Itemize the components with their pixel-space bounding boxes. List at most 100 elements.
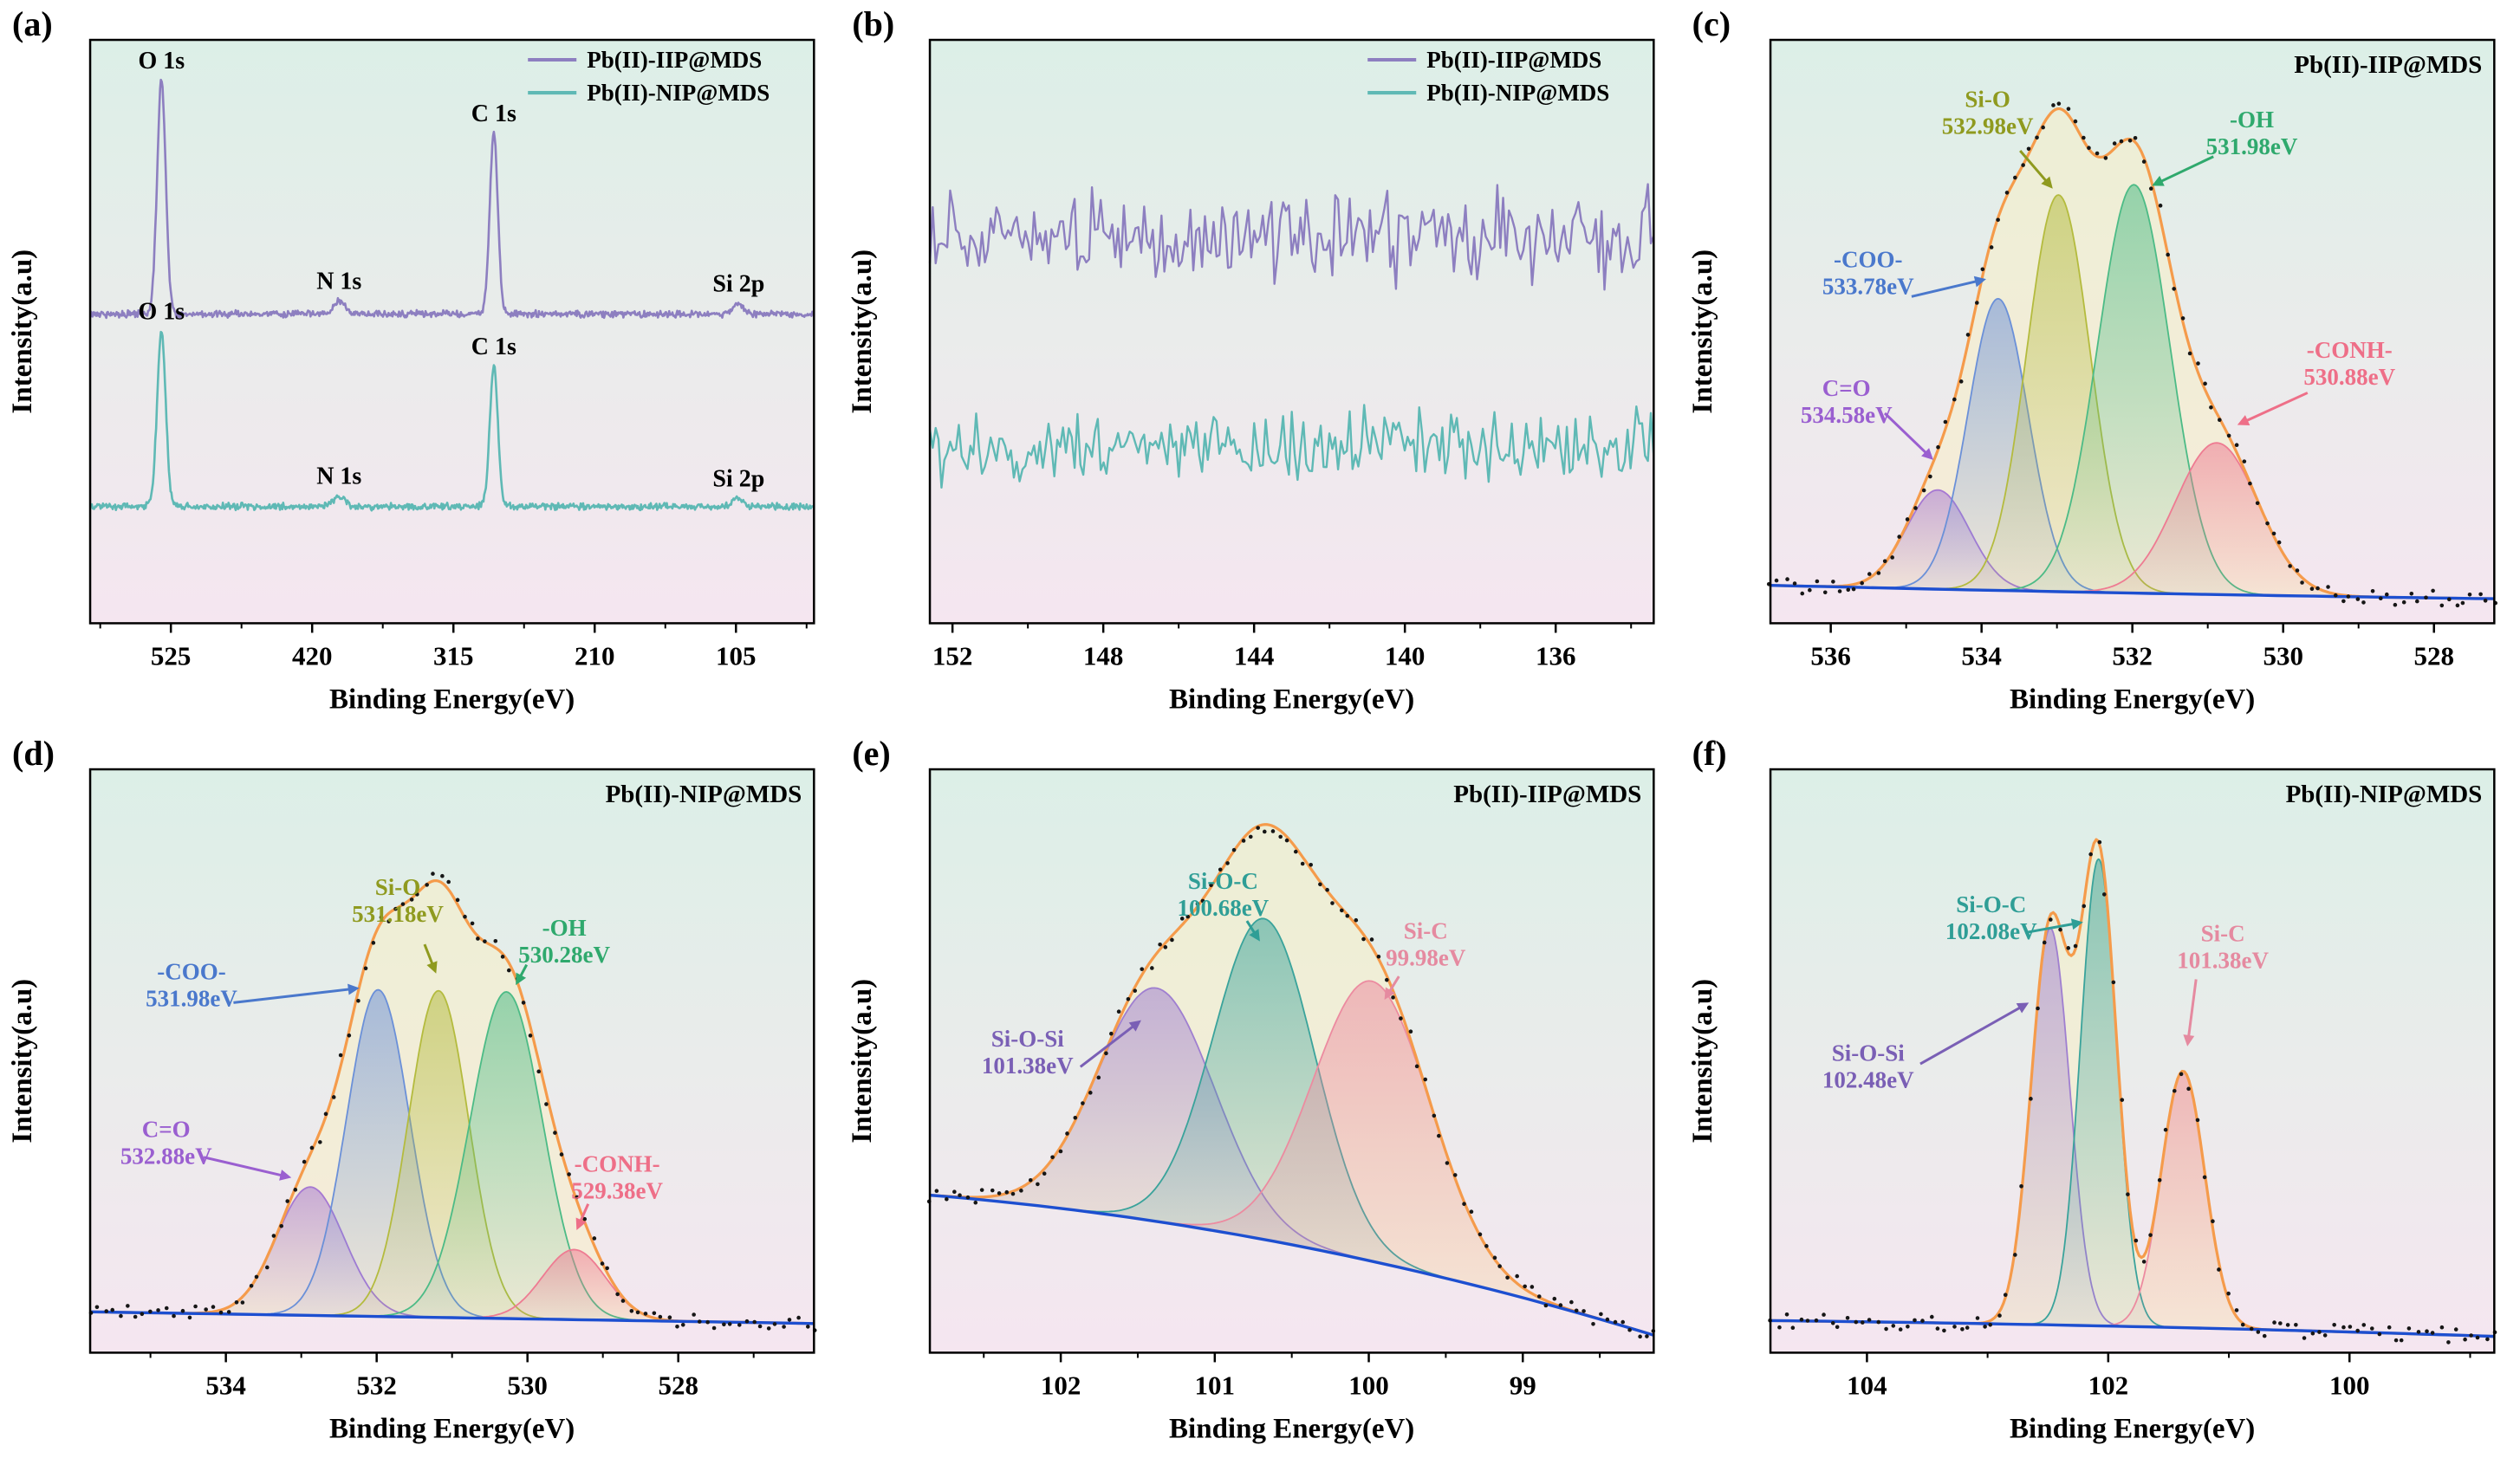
data-point xyxy=(148,1309,153,1313)
data-point xyxy=(737,1322,742,1327)
data-point xyxy=(506,968,511,972)
data-point xyxy=(318,1139,322,1144)
annotation-label: Si-O-Si xyxy=(991,1025,1065,1051)
component-area xyxy=(1138,980,1607,1321)
data-point xyxy=(2416,1329,2420,1334)
plot-frame xyxy=(1769,768,2496,1354)
component-area xyxy=(2095,1070,2270,1330)
data-point xyxy=(1309,862,1314,867)
component-area xyxy=(1877,298,2119,593)
panel-b: (b) 152 148 144 140 136 Binding Energy(eV) Int… xyxy=(840,0,1679,729)
data-point xyxy=(1242,838,1246,843)
data-point xyxy=(2287,564,2292,568)
x-tick-label: 525 xyxy=(151,640,191,671)
data-point xyxy=(110,1307,115,1312)
envelope-area xyxy=(1770,839,2494,1337)
data-point xyxy=(2484,1337,2490,1341)
data-point xyxy=(1010,1191,1016,1196)
peak-label: O 1s xyxy=(138,48,185,75)
data-point xyxy=(1376,954,1381,959)
data-point xyxy=(2119,139,2123,144)
data-point xyxy=(1096,1075,1101,1079)
data-point xyxy=(240,1299,245,1305)
data-point xyxy=(347,1033,352,1038)
annotation-energy: 101.38eV xyxy=(2177,947,2269,973)
data-point xyxy=(2134,1238,2138,1242)
data-point xyxy=(1081,1100,1086,1105)
data-point xyxy=(1982,1324,1987,1329)
data-point xyxy=(1370,936,1374,942)
data-point xyxy=(279,1223,284,1228)
data-point xyxy=(1929,1314,1934,1319)
data-point xyxy=(1815,579,1819,584)
data-point xyxy=(1974,301,1979,305)
data-point xyxy=(379,915,384,919)
x-tick-label: 140 xyxy=(1385,640,1425,671)
data-point xyxy=(393,906,398,910)
panel-label-b: (b) xyxy=(852,4,895,43)
x-tick-label: 101 xyxy=(1195,1370,1235,1400)
data-point xyxy=(796,1315,801,1319)
plot-background xyxy=(90,40,815,624)
data-point xyxy=(2088,852,2093,856)
panel-f: (f) Si-O-C 102.08eV Si-O-Si 102.48eV Si-C 101… xyxy=(1680,729,2520,1458)
data-point xyxy=(2225,1291,2231,1295)
annotation-label: -OH xyxy=(2230,107,2274,133)
data-point xyxy=(455,897,460,902)
data-point xyxy=(218,1310,224,1314)
data-point xyxy=(1185,914,1191,918)
data-point xyxy=(615,1292,620,1296)
data-point xyxy=(635,1310,640,1314)
data-point xyxy=(2475,1335,2479,1339)
data-point xyxy=(2172,1088,2177,1093)
data-point xyxy=(1354,917,1359,923)
data-point xyxy=(2042,940,2047,944)
data-point xyxy=(1415,1064,1419,1068)
annotation-arrow xyxy=(2186,978,2198,1040)
data-point xyxy=(254,1274,259,1279)
data-point xyxy=(104,1308,109,1313)
data-point xyxy=(2141,159,2147,164)
data-point xyxy=(2316,1329,2322,1334)
annotation-energy: 532.88eV xyxy=(120,1143,212,1169)
data-point xyxy=(2195,361,2200,366)
data-point xyxy=(973,1200,978,1205)
x-axis-label: Binding Energy(eV) xyxy=(329,684,575,715)
data-point xyxy=(1898,1326,1903,1332)
data-point xyxy=(1821,1312,1826,1317)
panel-title: Pb(II)-IIP@MDS xyxy=(2294,51,2482,79)
data-point xyxy=(1935,1325,1939,1331)
data-point xyxy=(1543,1303,1549,1307)
data-point xyxy=(675,1324,679,1329)
legend-label: Pb(II)-IIP@MDS xyxy=(1427,47,1602,73)
component-area xyxy=(1972,927,2127,1326)
data-point xyxy=(2056,101,2061,106)
data-point xyxy=(2172,287,2176,291)
data-point xyxy=(363,965,368,970)
annotation-energy: 102.48eV xyxy=(1822,1066,1914,1092)
data-point xyxy=(1882,559,1887,564)
data-point xyxy=(2309,586,2314,592)
peak-label: C 1s xyxy=(471,334,516,360)
annotation-label: Si-C xyxy=(1404,917,1448,943)
data-point xyxy=(2406,1325,2411,1331)
data-point xyxy=(2355,1328,2360,1332)
data-point xyxy=(2103,156,2108,160)
annotation-arrowhead xyxy=(2183,1034,2194,1047)
data-point xyxy=(667,1314,672,1319)
panel-label-e: (e) xyxy=(852,733,891,773)
data-point xyxy=(1117,1008,1121,1014)
data-point xyxy=(1883,1326,1888,1331)
annotation-arrowhead xyxy=(2237,415,2250,425)
data-point xyxy=(1860,580,1864,586)
data-point xyxy=(2057,927,2062,931)
data-point xyxy=(1469,1209,1474,1214)
noise-trace xyxy=(929,183,1655,291)
data-point xyxy=(2066,945,2070,950)
data-point xyxy=(1959,1326,1965,1332)
plot-frame xyxy=(88,38,815,625)
data-point xyxy=(1004,1189,1010,1195)
data-point xyxy=(2148,186,2153,191)
